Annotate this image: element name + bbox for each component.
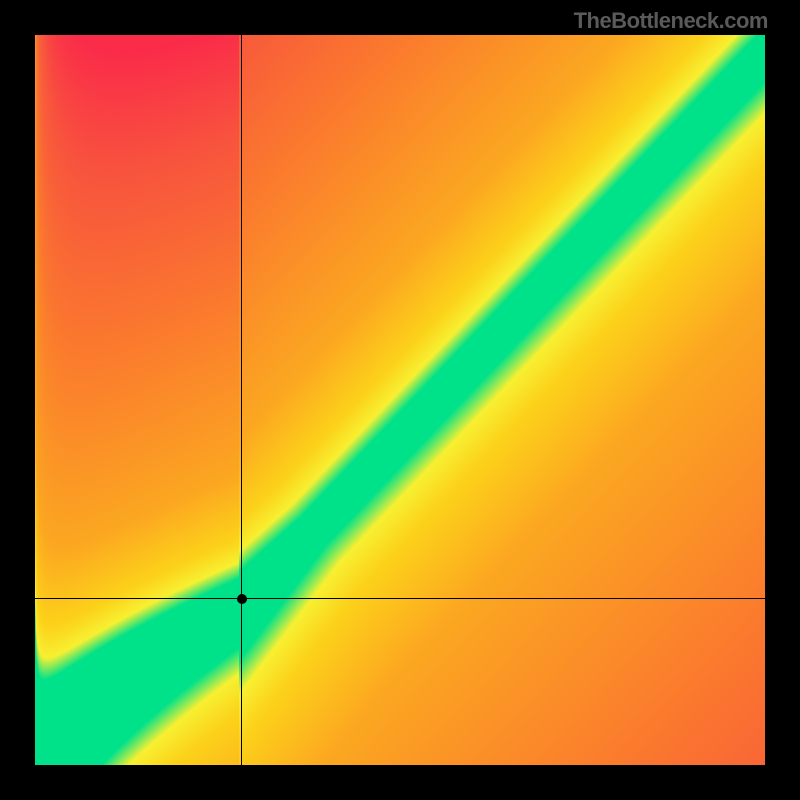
bottleneck-heatmap bbox=[35, 35, 765, 765]
chart-root: TheBottleneck.com bbox=[0, 0, 800, 800]
crosshair-horizontal bbox=[35, 598, 765, 599]
crosshair-marker bbox=[237, 594, 247, 604]
crosshair-vertical bbox=[241, 35, 242, 765]
watermark-text: TheBottleneck.com bbox=[574, 8, 768, 34]
